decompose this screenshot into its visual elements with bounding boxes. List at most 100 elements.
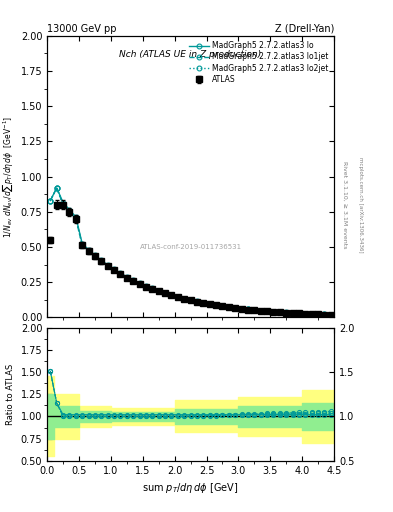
- MadGraph5 2.7.2.atlas3 lo2jet: [99, 259, 104, 265]
- Text: Rivet 3.1.10, ≥ 3.1M events: Rivet 3.1.10, ≥ 3.1M events: [342, 161, 347, 248]
- MadGraph5 2.7.2.atlas3 lo2jet: [233, 305, 238, 311]
- MadGraph5 2.7.2.atlas3 lo2jet: [54, 185, 59, 191]
- Legend: MadGraph5 2.7.2.atlas3 lo, MadGraph5 2.7.2.atlas3 lo1jet, MadGraph5 2.7.2.atlas3: MadGraph5 2.7.2.atlas3 lo, MadGraph5 2.7…: [188, 39, 330, 86]
- MadGraph5 2.7.2.atlas3 lo1jet: [182, 296, 187, 302]
- MadGraph5 2.7.2.atlas3 lo2jet: [188, 297, 193, 304]
- MadGraph5 2.7.2.atlas3 lo1jet: [176, 294, 180, 301]
- MadGraph5 2.7.2.atlas3 lo2jet: [61, 202, 66, 208]
- MadGraph5 2.7.2.atlas3 lo: [105, 262, 110, 268]
- MadGraph5 2.7.2.atlas3 lo2jet: [169, 292, 174, 298]
- Text: mcplots.cern.ch [arXiv:1306.3436]: mcplots.cern.ch [arXiv:1306.3436]: [358, 157, 363, 252]
- MadGraph5 2.7.2.atlas3 lo: [271, 309, 276, 315]
- MadGraph5 2.7.2.atlas3 lo2jet: [48, 198, 53, 204]
- MadGraph5 2.7.2.atlas3 lo1jet: [258, 308, 263, 314]
- MadGraph5 2.7.2.atlas3 lo1jet: [188, 297, 193, 304]
- MadGraph5 2.7.2.atlas3 lo1jet: [233, 305, 238, 311]
- MadGraph5 2.7.2.atlas3 lo: [112, 266, 116, 272]
- MadGraph5 2.7.2.atlas3 lo: [226, 304, 231, 310]
- MadGraph5 2.7.2.atlas3 lo1jet: [73, 216, 78, 222]
- Text: Z (Drell-Yan): Z (Drell-Yan): [275, 24, 334, 34]
- MadGraph5 2.7.2.atlas3 lo: [252, 307, 257, 313]
- Y-axis label: Ratio to ATLAS: Ratio to ATLAS: [6, 364, 15, 425]
- MadGraph5 2.7.2.atlas3 lo2jet: [143, 284, 148, 290]
- MadGraph5 2.7.2.atlas3 lo2jet: [239, 306, 244, 312]
- Text: 13000 GeV pp: 13000 GeV pp: [47, 24, 117, 34]
- MadGraph5 2.7.2.atlas3 lo: [284, 310, 288, 316]
- Text: ATLAS-conf-2019-011736531: ATLAS-conf-2019-011736531: [140, 244, 242, 250]
- MadGraph5 2.7.2.atlas3 lo2jet: [131, 278, 136, 284]
- MadGraph5 2.7.2.atlas3 lo: [86, 247, 91, 253]
- MadGraph5 2.7.2.atlas3 lo2jet: [309, 311, 314, 317]
- MadGraph5 2.7.2.atlas3 lo1jet: [61, 202, 66, 208]
- MadGraph5 2.7.2.atlas3 lo: [195, 298, 199, 305]
- MadGraph5 2.7.2.atlas3 lo: [188, 297, 193, 303]
- MadGraph5 2.7.2.atlas3 lo: [156, 288, 161, 294]
- MadGraph5 2.7.2.atlas3 lo2jet: [156, 288, 161, 294]
- MadGraph5 2.7.2.atlas3 lo2jet: [67, 209, 72, 215]
- MadGraph5 2.7.2.atlas3 lo1jet: [112, 267, 116, 273]
- MadGraph5 2.7.2.atlas3 lo2jet: [201, 300, 206, 306]
- MadGraph5 2.7.2.atlas3 lo1jet: [208, 301, 212, 307]
- MadGraph5 2.7.2.atlas3 lo1jet: [195, 298, 199, 305]
- MadGraph5 2.7.2.atlas3 lo: [54, 185, 59, 191]
- MadGraph5 2.7.2.atlas3 lo1jet: [48, 198, 53, 204]
- MadGraph5 2.7.2.atlas3 lo2jet: [246, 306, 250, 312]
- MadGraph5 2.7.2.atlas3 lo1jet: [322, 311, 327, 317]
- MadGraph5 2.7.2.atlas3 lo: [169, 292, 174, 298]
- MadGraph5 2.7.2.atlas3 lo2jet: [93, 253, 97, 260]
- MadGraph5 2.7.2.atlas3 lo1jet: [277, 309, 282, 315]
- MadGraph5 2.7.2.atlas3 lo1jet: [303, 311, 308, 317]
- MadGraph5 2.7.2.atlas3 lo1jet: [137, 281, 142, 287]
- MadGraph5 2.7.2.atlas3 lo: [303, 311, 308, 317]
- Line: MadGraph5 2.7.2.atlas3 lo2jet: MadGraph5 2.7.2.atlas3 lo2jet: [48, 185, 333, 317]
- MadGraph5 2.7.2.atlas3 lo2jet: [290, 310, 295, 316]
- MadGraph5 2.7.2.atlas3 lo2jet: [226, 304, 231, 310]
- MadGraph5 2.7.2.atlas3 lo: [131, 277, 136, 283]
- MadGraph5 2.7.2.atlas3 lo: [290, 310, 295, 316]
- MadGraph5 2.7.2.atlas3 lo2jet: [73, 216, 78, 222]
- MadGraph5 2.7.2.atlas3 lo2jet: [137, 281, 142, 287]
- MadGraph5 2.7.2.atlas3 lo1jet: [284, 309, 288, 315]
- MadGraph5 2.7.2.atlas3 lo1jet: [309, 311, 314, 317]
- MadGraph5 2.7.2.atlas3 lo1jet: [239, 306, 244, 312]
- MadGraph5 2.7.2.atlas3 lo1jet: [143, 284, 148, 290]
- MadGraph5 2.7.2.atlas3 lo2jet: [303, 310, 308, 316]
- MadGraph5 2.7.2.atlas3 lo: [118, 270, 123, 276]
- MadGraph5 2.7.2.atlas3 lo1jet: [252, 307, 257, 313]
- MadGraph5 2.7.2.atlas3 lo: [239, 306, 244, 312]
- MadGraph5 2.7.2.atlas3 lo2jet: [86, 248, 91, 254]
- MadGraph5 2.7.2.atlas3 lo1jet: [105, 263, 110, 269]
- MadGraph5 2.7.2.atlas3 lo: [265, 308, 270, 314]
- MadGraph5 2.7.2.atlas3 lo2jet: [214, 302, 219, 308]
- MadGraph5 2.7.2.atlas3 lo1jet: [169, 292, 174, 298]
- MadGraph5 2.7.2.atlas3 lo1jet: [246, 306, 250, 312]
- MadGraph5 2.7.2.atlas3 lo: [246, 306, 250, 312]
- MadGraph5 2.7.2.atlas3 lo: [99, 257, 104, 263]
- MadGraph5 2.7.2.atlas3 lo1jet: [67, 209, 72, 215]
- MadGraph5 2.7.2.atlas3 lo1jet: [290, 310, 295, 316]
- MadGraph5 2.7.2.atlas3 lo2jet: [150, 286, 155, 292]
- MadGraph5 2.7.2.atlas3 lo1jet: [131, 278, 136, 284]
- MadGraph5 2.7.2.atlas3 lo1jet: [86, 248, 91, 254]
- Line: MadGraph5 2.7.2.atlas3 lo1jet: MadGraph5 2.7.2.atlas3 lo1jet: [48, 185, 333, 317]
- MadGraph5 2.7.2.atlas3 lo1jet: [150, 286, 155, 292]
- MadGraph5 2.7.2.atlas3 lo2jet: [80, 242, 84, 248]
- MadGraph5 2.7.2.atlas3 lo2jet: [220, 303, 225, 309]
- MadGraph5 2.7.2.atlas3 lo: [309, 311, 314, 317]
- MadGraph5 2.7.2.atlas3 lo1jet: [329, 312, 333, 318]
- MadGraph5 2.7.2.atlas3 lo: [220, 303, 225, 309]
- MadGraph5 2.7.2.atlas3 lo1jet: [93, 253, 97, 260]
- MadGraph5 2.7.2.atlas3 lo2jet: [277, 309, 282, 315]
- MadGraph5 2.7.2.atlas3 lo1jet: [220, 303, 225, 309]
- MadGraph5 2.7.2.atlas3 lo2jet: [322, 311, 327, 317]
- MadGraph5 2.7.2.atlas3 lo: [214, 302, 219, 308]
- MadGraph5 2.7.2.atlas3 lo: [176, 294, 180, 300]
- Line: MadGraph5 2.7.2.atlas3 lo: MadGraph5 2.7.2.atlas3 lo: [48, 185, 333, 317]
- MadGraph5 2.7.2.atlas3 lo1jet: [118, 271, 123, 277]
- MadGraph5 2.7.2.atlas3 lo: [316, 311, 320, 317]
- MadGraph5 2.7.2.atlas3 lo1jet: [297, 310, 301, 316]
- MadGraph5 2.7.2.atlas3 lo2jet: [125, 274, 129, 281]
- MadGraph5 2.7.2.atlas3 lo: [80, 241, 84, 247]
- MadGraph5 2.7.2.atlas3 lo1jet: [163, 290, 167, 296]
- MadGraph5 2.7.2.atlas3 lo: [67, 207, 72, 213]
